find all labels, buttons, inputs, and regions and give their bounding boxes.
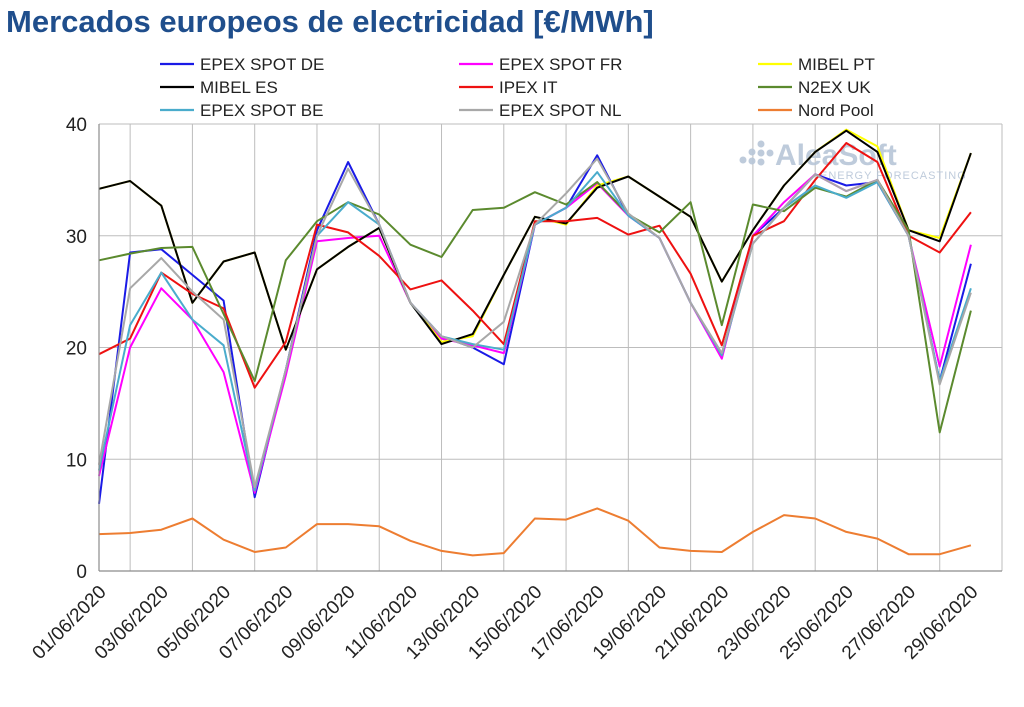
- chart-title: Mercados europeos de electricidad [€/MWh…: [6, 4, 654, 39]
- axes: [98, 124, 1002, 572]
- series-line-mibel-es: [98, 129, 972, 351]
- legend-item: Nord Pool: [758, 101, 874, 120]
- legend-item: EPEX SPOT FR: [459, 55, 622, 74]
- legend-label: EPEX SPOT FR: [499, 55, 622, 74]
- legend-label: MIBEL PT: [798, 55, 875, 74]
- grid-lines: [99, 123, 1003, 571]
- series-lines: [98, 128, 972, 557]
- legend-item: EPEX SPOT BE: [160, 101, 323, 120]
- legend-item: MIBEL PT: [758, 55, 875, 74]
- legend-item: MIBEL ES: [160, 78, 278, 97]
- legend: EPEX SPOT DE EPEX SPOT FR MIBEL PT MIBEL ES…: [160, 55, 875, 120]
- y-tick-label: 10: [66, 450, 87, 471]
- y-tick-label: 30: [66, 227, 87, 248]
- y-axis-ticks: 0 10 20 30 40: [66, 115, 87, 583]
- legend-label: EPEX SPOT BE: [200, 101, 323, 120]
- legend-label: EPEX SPOT DE: [200, 55, 324, 74]
- legend-item: EPEX SPOT DE: [160, 55, 324, 74]
- series-line-epex-spot-nl: [98, 157, 972, 489]
- y-tick-label: 0: [76, 562, 87, 583]
- legend-item: EPEX SPOT NL: [459, 101, 622, 120]
- legend-item: IPEX IT: [459, 78, 558, 97]
- legend-label: IPEX IT: [499, 78, 558, 97]
- y-tick-label: 40: [66, 115, 87, 136]
- legend-label: N2EX UK: [798, 78, 871, 97]
- aleasoft-logo-icon: [739, 140, 774, 166]
- legend-item: N2EX UK: [758, 78, 871, 97]
- series-line-ipex-it: [98, 142, 972, 389]
- watermark: AleaSoft ENERGY FORECASTING: [739, 139, 967, 182]
- series-line-nord-pool: [98, 507, 972, 557]
- legend-label: MIBEL ES: [200, 78, 278, 97]
- series-line-epex-spot-be: [98, 171, 972, 492]
- legend-label: EPEX SPOT NL: [499, 101, 622, 120]
- x-axis-ticks: 01/06/202003/06/202005/06/202007/06/2020…: [29, 582, 983, 664]
- legend-label: Nord Pool: [798, 101, 874, 120]
- y-tick-label: 20: [66, 339, 87, 360]
- watermark-tagline: ENERGY FORECASTING: [820, 170, 967, 182]
